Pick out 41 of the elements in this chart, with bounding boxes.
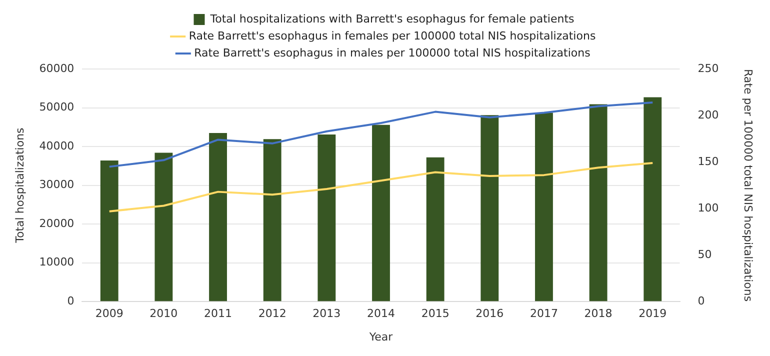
x-tick-label: 2016	[476, 307, 504, 320]
legend-label: Total hospitalizations with Barrett's esophagus for female patients	[209, 12, 575, 26]
bar	[644, 97, 662, 302]
y-tick-label: 50000	[39, 100, 74, 114]
y-tick-label: 10000	[39, 256, 74, 269]
y-tick-label: 40000	[39, 139, 74, 152]
y2-axis-title: Rate per 100000 total NIS hospitalizations	[742, 69, 755, 302]
y2-tick-label: 200	[698, 108, 719, 122]
x-tick-label: 2019	[638, 307, 667, 320]
y-tick-label: 20000	[39, 216, 74, 230]
y2-tick-label: 150	[698, 154, 719, 168]
x-tick-label: 2012	[258, 307, 286, 320]
bar	[318, 134, 336, 302]
y-tick-label: 60000	[39, 62, 74, 75]
bar	[535, 112, 553, 302]
x-tick-label: 2013	[312, 307, 341, 320]
x-tick-label: 2009	[95, 307, 124, 320]
y2-tick-label: 50	[698, 248, 712, 261]
bar	[154, 152, 173, 302]
x-tick-label: 2011	[204, 307, 232, 320]
x-tick-label: 2010	[150, 307, 178, 320]
bar	[209, 132, 227, 302]
legend-label: Rate Barrett's esophagus in males per 100000 total NIS hospitalizations	[194, 46, 591, 60]
y-tick-label: 30000	[39, 178, 74, 192]
y-tick-label: 0	[67, 294, 74, 308]
bar	[263, 139, 282, 302]
x-tick-label: 2017	[530, 307, 558, 320]
x-tick-label: 2014	[367, 307, 395, 320]
bar	[426, 157, 444, 302]
x-tick-label: 2018	[584, 307, 612, 320]
bar	[480, 115, 499, 302]
x-axis-title: Year	[368, 330, 394, 344]
y2-tick-label: 0	[698, 294, 705, 308]
legend-label: Rate Barrett's esophagus in females per 100000 total NIS hospitalizations	[188, 29, 596, 42]
bar	[589, 104, 608, 302]
y-axis-title: Total hospitalizations	[13, 127, 26, 244]
y2-tick-label: 250	[698, 62, 719, 75]
x-tick-label: 2015	[421, 307, 450, 320]
bar	[372, 124, 390, 302]
y2-tick-label: 100	[698, 201, 719, 214]
bar	[100, 160, 118, 302]
